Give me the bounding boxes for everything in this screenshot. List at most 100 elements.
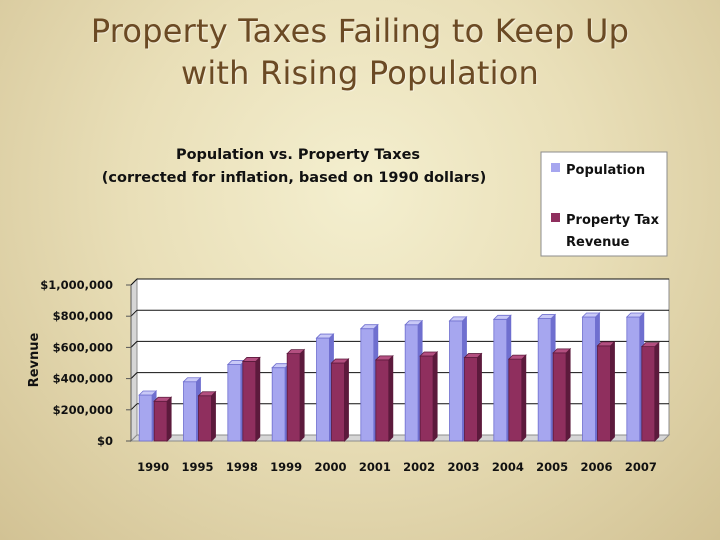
- legend-label-population: Population: [566, 163, 645, 178]
- x-tick-label: 2001: [359, 460, 391, 474]
- x-tick-label: 2005: [536, 460, 568, 474]
- bar-top: [138, 390, 158, 396]
- bar-front: [464, 357, 478, 442]
- y-axis-ticks: $0 $200,000 $400,000 $600,000 $800,000 $1,000…: [40, 278, 132, 448]
- bar-side: [388, 354, 394, 442]
- x-tick-label: 2006: [580, 460, 612, 474]
- bar-side: [477, 352, 482, 442]
- bar-top: [419, 351, 439, 357]
- bar-top: [404, 320, 424, 326]
- bar-front: [641, 346, 656, 442]
- legend-label-property-tax-line-1: Property Tax: [566, 213, 660, 228]
- gridline-side: [130, 278, 138, 286]
- plot-side-wall: [130, 277, 138, 443]
- bar-front: [360, 328, 375, 442]
- bar-top: [241, 357, 261, 362]
- gridline-side: [130, 372, 138, 379]
- bar-population-2006: [581, 312, 601, 442]
- bar-property-tax-2000: [330, 358, 350, 442]
- bar-series: [138, 312, 660, 442]
- x-tick-label: 2003: [447, 460, 479, 474]
- bar-property-tax-1990: [153, 396, 173, 442]
- bar-top: [315, 333, 335, 339]
- bar-population-1995: [182, 376, 202, 442]
- bar-property-tax-2002: [419, 351, 439, 442]
- legend-label-property-tax-line-2: Revenue: [566, 235, 630, 250]
- bar-front: [331, 362, 345, 442]
- bar-property-tax-2007: [640, 341, 660, 442]
- y-tick-label: $600,000: [53, 340, 113, 354]
- bar-side: [211, 390, 216, 442]
- x-tick-label: 2007: [625, 460, 657, 474]
- bar-front: [242, 361, 257, 442]
- bar-front: [138, 394, 153, 442]
- chart-subtitle: (corrected for inflation, based on 1990 …: [102, 170, 486, 186]
- gridline-side: [130, 341, 138, 348]
- bar-top: [197, 391, 217, 397]
- legend: Population Property Tax Revenue: [540, 151, 668, 257]
- bar-population-2005: [537, 313, 557, 442]
- bar-property-tax-2003: [463, 352, 483, 442]
- bar-population-1990: [138, 390, 158, 442]
- chart-title: Population vs. Property Taxes: [176, 147, 420, 163]
- x-tick-label: 1995: [181, 460, 213, 474]
- gridline-side: [130, 309, 138, 317]
- bar-population-2004: [492, 314, 512, 442]
- bar-property-tax-1995: [197, 390, 217, 442]
- gridline-side: [130, 403, 138, 411]
- bar-population-1999: [271, 362, 291, 442]
- bar-front: [404, 324, 419, 442]
- bar-property-tax-1998: [241, 356, 261, 442]
- bar-property-tax-2004: [507, 354, 527, 442]
- bar-population-2003: [448, 315, 468, 442]
- slide-title: Property Taxes Failing to Keep Up with R…: [0, 10, 720, 94]
- bar-front: [227, 364, 242, 442]
- bar-side: [654, 341, 660, 442]
- x-tick-label: 2002: [403, 460, 435, 474]
- bar-front: [153, 400, 168, 442]
- bar-front: [375, 359, 390, 442]
- slide-title-line-2: with Rising Population: [180, 54, 540, 92]
- bar-front: [537, 318, 552, 442]
- bar-property-tax-1999: [286, 348, 306, 442]
- x-tick-label: 1998: [226, 460, 258, 474]
- bar-front: [419, 355, 434, 442]
- bar-front: [493, 318, 508, 442]
- x-tick-label: 2004: [492, 460, 524, 474]
- bar-side: [299, 348, 305, 442]
- bar-front: [597, 345, 611, 442]
- bar-top: [286, 349, 306, 355]
- legend-swatch-property-tax: [551, 213, 560, 222]
- y-tick-label: $400,000: [53, 372, 113, 386]
- y-tick-label: $0: [97, 434, 113, 448]
- bar-top: [625, 312, 645, 318]
- bar-top: [463, 353, 483, 358]
- y-tick-label: $1,000,000: [40, 278, 113, 292]
- bar-top: [492, 314, 512, 320]
- bar-front: [286, 353, 301, 442]
- bar-front: [316, 337, 330, 442]
- bar-side: [166, 396, 172, 442]
- bar-top: [507, 354, 527, 360]
- bar-side: [344, 358, 349, 442]
- bar-top: [374, 355, 394, 361]
- bar-top: [448, 316, 468, 322]
- bar-property-tax-2005: [552, 347, 572, 442]
- x-axis-ticks: 1990 1995 1998 1999 2000 2001 2002 2003 2004 2005…: [137, 460, 657, 474]
- bar-top: [537, 314, 557, 319]
- bar-top: [581, 312, 601, 318]
- y-tick-label: $800,000: [53, 309, 113, 323]
- bar-side: [565, 347, 571, 442]
- bar-top: [359, 324, 379, 330]
- bar-side: [432, 351, 438, 442]
- plot-floor: [129, 434, 671, 442]
- bar-front: [198, 395, 212, 442]
- x-tick-label: 2000: [314, 460, 346, 474]
- x-tick-label: 1999: [270, 460, 302, 474]
- bar-population-2000: [315, 333, 335, 442]
- y-axis-label: Revnue: [27, 333, 42, 388]
- bar-property-tax-2006: [596, 340, 616, 442]
- bar-population-1998: [226, 359, 246, 442]
- bar-front: [508, 358, 523, 442]
